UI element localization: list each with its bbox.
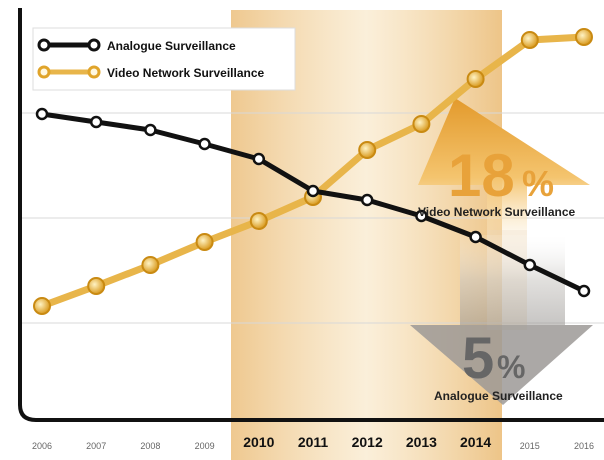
data-point-video-network xyxy=(520,31,539,49)
x-tick-label: 2011 xyxy=(298,434,329,450)
decline-percent-symbol: % xyxy=(497,349,525,385)
decline-arrow xyxy=(410,325,593,405)
data-point-analogue xyxy=(89,115,103,129)
data-point-analogue xyxy=(523,258,537,272)
x-tick-label: 2009 xyxy=(195,441,215,451)
data-point-analogue xyxy=(35,107,49,121)
data-point-video-network xyxy=(33,297,51,315)
data-point-video-network xyxy=(87,277,106,295)
chart-axis xyxy=(18,8,604,422)
x-tick-label: 2016 xyxy=(574,441,594,451)
data-point-video-network xyxy=(358,141,377,159)
legend-marker-analogue xyxy=(37,38,51,52)
data-point-video-network xyxy=(575,28,593,46)
data-point-analogue xyxy=(415,209,428,223)
data-point-analogue xyxy=(469,230,482,244)
series-layer xyxy=(33,28,593,315)
data-point-video-network xyxy=(412,115,431,133)
growth-annotation: 18 % Video Network Surveillance xyxy=(418,142,575,219)
decline-caption: Analogue Surveillance xyxy=(434,389,563,403)
growth-percent-value: 18 xyxy=(448,142,515,209)
data-point-analogue xyxy=(144,123,157,137)
legend-box xyxy=(32,27,296,91)
x-tick-label: 2015 xyxy=(520,441,540,451)
data-point-video-network xyxy=(141,256,160,274)
legend: Analogue Surveillance Video Network Surv… xyxy=(32,27,296,91)
x-tick-label: 2014 xyxy=(460,434,491,450)
x-axis-ticks: 2006 2007 2008 2009 2010 2011 2012 2013 2014 2015… xyxy=(32,434,594,451)
data-point-analogue xyxy=(360,193,374,207)
data-point-video-network xyxy=(249,212,268,230)
data-point-analogue xyxy=(306,184,320,198)
x-tick-label: 2012 xyxy=(352,434,383,450)
data-point-video-network xyxy=(466,70,485,88)
legend-label-analogue: Analogue Surveillance xyxy=(107,39,236,53)
data-point-analogue xyxy=(252,152,266,166)
growth-percent-symbol: % xyxy=(522,163,554,204)
data-point-video-network xyxy=(195,233,214,251)
decline-annotation: 5 % Analogue Surveillance xyxy=(434,326,563,403)
decline-arrow-stem xyxy=(460,235,565,325)
data-point-analogue xyxy=(198,137,211,151)
growth-arrow xyxy=(418,98,590,230)
x-tick-label: 2008 xyxy=(140,441,160,451)
legend-marker-video xyxy=(37,65,51,79)
legend-label-video: Video Network Surveillance xyxy=(107,66,264,80)
x-tick-label: 2010 xyxy=(243,434,274,450)
x-tick-label: 2006 xyxy=(32,441,52,451)
growth-caption: Video Network Surveillance xyxy=(418,205,575,219)
data-point-analogue xyxy=(577,284,591,298)
x-tick-label: 2007 xyxy=(86,441,106,451)
x-tick-label: 2013 xyxy=(406,434,437,450)
legend-marker-video-end xyxy=(87,65,101,79)
decline-percent-value: 5 xyxy=(462,326,494,391)
legend-marker-analogue-end xyxy=(87,38,101,52)
